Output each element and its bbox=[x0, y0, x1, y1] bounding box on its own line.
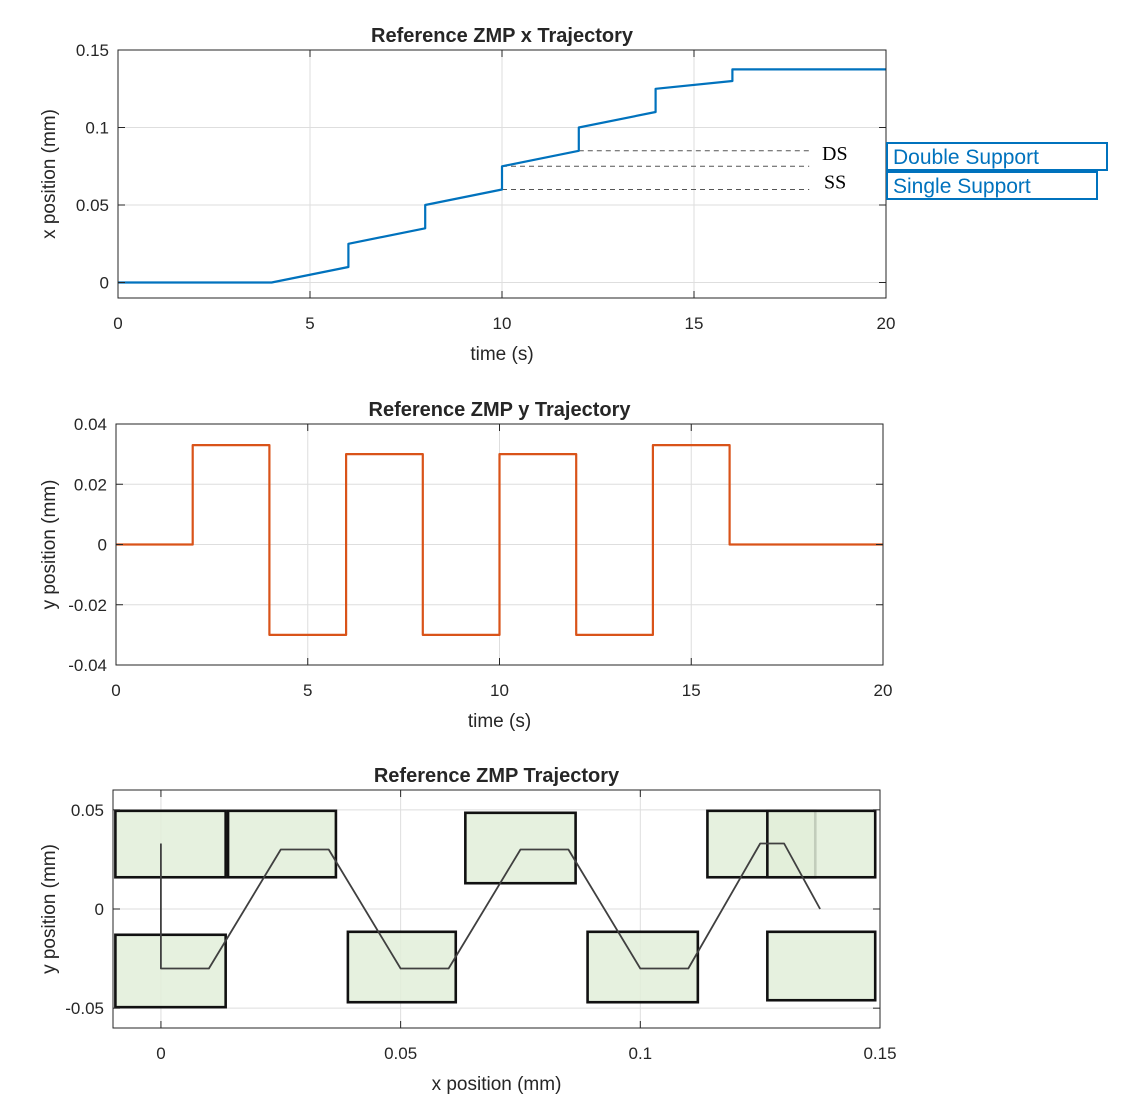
x-traj-ytick-label: 0 bbox=[100, 274, 109, 293]
xy-traj-xtick-label: 0.1 bbox=[628, 1044, 652, 1063]
y-traj-xtick-label: 0 bbox=[111, 681, 120, 700]
xy-traj-ylabel: y position (mm) bbox=[39, 844, 60, 974]
footprint-rect bbox=[766, 930, 877, 1002]
xy-traj-title: Reference ZMP Trajectory bbox=[374, 765, 620, 787]
legend-label-double-support: Double Support bbox=[893, 146, 1039, 169]
xy-traj-xlabel: x position (mm) bbox=[432, 1074, 562, 1095]
x-traj-xlabel: time (s) bbox=[470, 344, 533, 365]
x-traj-title: Reference ZMP x Trajectory bbox=[371, 25, 634, 47]
footprint-rect bbox=[226, 809, 338, 879]
y-traj-ytick-label: 0.02 bbox=[74, 475, 107, 494]
y-traj-series-line bbox=[116, 444, 883, 637]
xy-traj-xtick-label: 0.15 bbox=[863, 1044, 896, 1063]
x-traj-ytick-label: 0.05 bbox=[76, 196, 109, 215]
legend-box-single-support bbox=[886, 171, 1098, 200]
annotation-label-ds: DS bbox=[822, 143, 848, 165]
y-traj-xtick-label: 15 bbox=[682, 681, 701, 700]
xy-traj-chart: 0 0.05 0.1 0.15 -0.05 0 0.05 Reference ZMP Traj… bbox=[39, 765, 897, 1095]
xy-traj-ytick-label: 0 bbox=[95, 900, 104, 919]
y-traj-ytick-label: -0.04 bbox=[68, 656, 107, 675]
x-traj-xtick-label: 0 bbox=[113, 314, 122, 333]
y-traj-xtick-label: 5 bbox=[303, 681, 312, 700]
legend-box-double-support bbox=[886, 142, 1108, 171]
xy-traj-xtick-label: 0 bbox=[156, 1044, 165, 1063]
footprint-rect bbox=[346, 930, 458, 1004]
xy-traj-xtick-label: 0.05 bbox=[384, 1044, 417, 1063]
x-traj-ytick-label: 0.15 bbox=[76, 41, 109, 60]
x-traj-series-line bbox=[118, 68, 886, 284]
footprint-rect bbox=[586, 930, 700, 1004]
y-traj-xtick-label: 20 bbox=[874, 681, 893, 700]
y-traj-ytick-label: -0.02 bbox=[68, 596, 107, 615]
footprint-rect bbox=[114, 809, 227, 879]
xy-traj-ytick-label: 0.05 bbox=[71, 801, 104, 820]
legend-label-single-support: Single Support bbox=[893, 175, 1031, 198]
xy-traj-series-line bbox=[159, 842, 821, 970]
y-traj-chart: 0 5 10 15 20 -0.04 -0.02 0 0.02 0.04 Reference ZMP… bbox=[39, 399, 892, 732]
y-traj-ylabel: y position (mm) bbox=[39, 480, 60, 610]
xy-traj-ytick-label: -0.05 bbox=[65, 999, 104, 1018]
y-traj-ytick-label: 0.04 bbox=[74, 415, 107, 434]
y-traj-title: Reference ZMP y Trajectory bbox=[369, 399, 632, 421]
x-traj-xtick-label: 20 bbox=[877, 314, 896, 333]
x-traj-xtick-label: 15 bbox=[685, 314, 704, 333]
x-traj-ytick-label: 0.1 bbox=[85, 119, 109, 138]
annotation-label-ss: SS bbox=[824, 172, 846, 194]
x-traj-xtick-label: 10 bbox=[493, 314, 512, 333]
y-traj-xlabel: time (s) bbox=[468, 711, 531, 732]
footprint-rect bbox=[464, 811, 577, 885]
x-traj-xtick-label: 5 bbox=[305, 314, 314, 333]
y-traj-xtick-label: 10 bbox=[490, 681, 509, 700]
x-traj-ylabel: x position (mm) bbox=[39, 109, 60, 239]
y-traj-ytick-label: 0 bbox=[98, 536, 107, 555]
footprint-rect bbox=[114, 933, 227, 1009]
x-traj-chart: 0 5 10 15 20 0 0.05 0.1 0.15 Reference ZMP x Traj… bbox=[39, 25, 1108, 365]
